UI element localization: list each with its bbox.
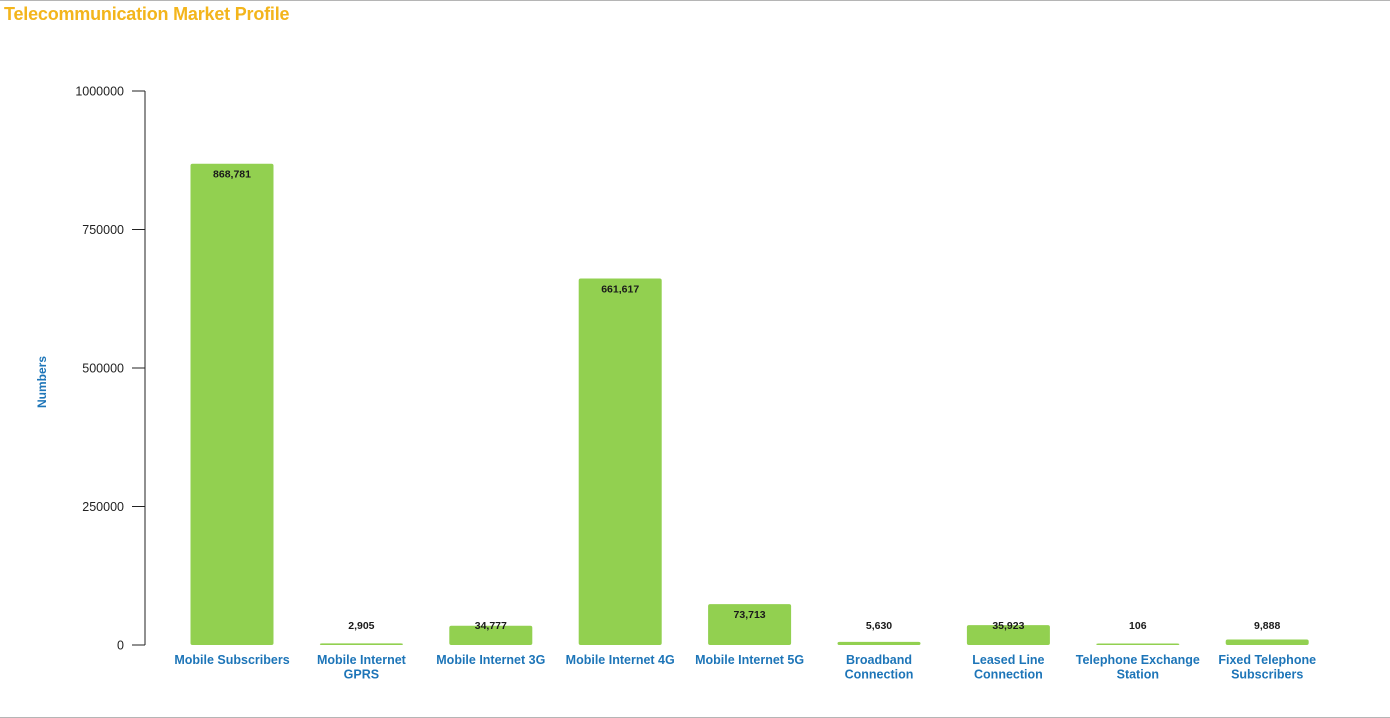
bar xyxy=(319,643,403,645)
bar xyxy=(1225,639,1309,645)
data-label: 106 xyxy=(1129,620,1147,632)
x-tick-label: Telephone Exchange xyxy=(1076,653,1200,667)
y-tick-label: 250000 xyxy=(82,500,124,514)
x-tick-label: Mobile Internet 4G xyxy=(566,653,675,667)
data-label: 661,617 xyxy=(601,283,639,295)
y-axis-title: Numbers xyxy=(35,356,49,408)
bar xyxy=(190,163,274,646)
x-tick-label: Station xyxy=(1117,668,1159,682)
data-label: 34,777 xyxy=(475,620,507,632)
x-tick-label: Connection xyxy=(974,668,1043,682)
data-label: 35,923 xyxy=(992,620,1024,632)
bar xyxy=(449,625,533,645)
y-tick-label: 1000000 xyxy=(75,85,124,99)
bar xyxy=(966,625,1050,645)
x-tick-label: GPRS xyxy=(344,668,379,682)
bar xyxy=(578,278,662,645)
bar xyxy=(708,604,792,645)
x-tick-label: Mobile Internet 3G xyxy=(436,653,545,667)
x-tick-label: Fixed Telephone xyxy=(1218,653,1316,667)
x-tick-label: Broadband xyxy=(846,653,912,667)
data-label: 5,630 xyxy=(866,620,892,632)
page-title: Telecommunication Market Profile xyxy=(4,4,290,24)
x-tick-label: Mobile Internet xyxy=(317,653,407,667)
x-tick-label: Mobile Internet 5G xyxy=(695,653,804,667)
data-label: 868,781 xyxy=(213,169,251,181)
x-tick-label: Leased Line xyxy=(972,653,1044,667)
x-tick-label: Connection xyxy=(845,668,914,682)
data-label: 73,713 xyxy=(734,609,766,621)
y-tick-label: 0 xyxy=(117,639,124,653)
x-tick-label: Mobile Subscribers xyxy=(174,653,289,667)
bar xyxy=(837,641,921,645)
x-tick-label: Subscribers xyxy=(1231,668,1303,682)
y-tick-label: 750000 xyxy=(82,223,124,237)
bar xyxy=(1096,643,1180,645)
data-label: 2,905 xyxy=(348,620,374,632)
y-tick-label: 500000 xyxy=(82,362,124,376)
data-label: 9,888 xyxy=(1254,620,1280,632)
